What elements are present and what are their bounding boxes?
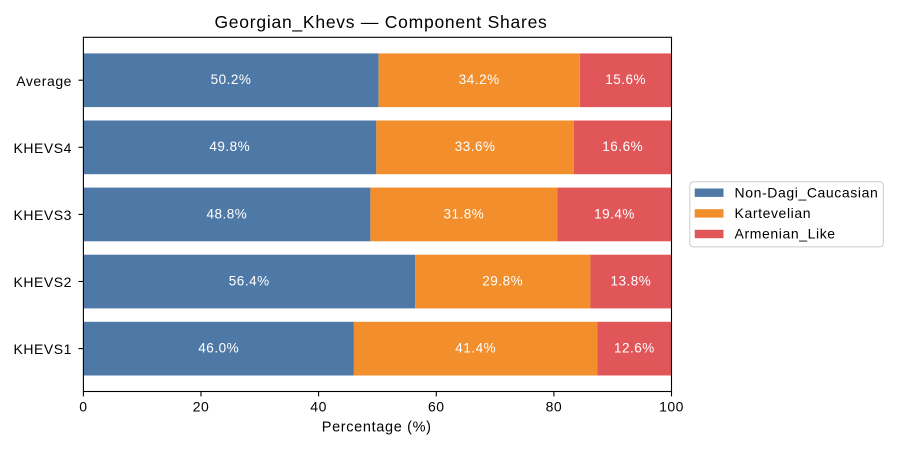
svg-text:Average: Average <box>16 73 72 89</box>
svg-text:41.4%: 41.4% <box>455 341 496 356</box>
svg-text:Armenian_Like: Armenian_Like <box>735 226 836 242</box>
svg-text:56.4%: 56.4% <box>229 273 270 288</box>
svg-text:0: 0 <box>79 399 87 415</box>
svg-text:Kartevelian: Kartevelian <box>735 205 812 221</box>
svg-text:13.8%: 13.8% <box>611 273 652 288</box>
svg-text:50.2%: 50.2% <box>211 72 252 87</box>
svg-text:33.6%: 33.6% <box>455 139 496 154</box>
svg-text:16.6%: 16.6% <box>602 139 643 154</box>
svg-text:80: 80 <box>546 399 563 415</box>
svg-text:29.8%: 29.8% <box>482 273 523 288</box>
svg-text:Percentage (%): Percentage (%) <box>322 420 432 436</box>
svg-text:KHEVS1: KHEVS1 <box>13 341 72 357</box>
svg-text:19.4%: 19.4% <box>594 206 635 221</box>
svg-text:100: 100 <box>659 399 684 415</box>
svg-text:KHEVS2: KHEVS2 <box>13 274 72 290</box>
svg-text:15.6%: 15.6% <box>605 72 646 87</box>
svg-text:KHEVS3: KHEVS3 <box>13 207 72 223</box>
svg-text:40: 40 <box>310 399 327 415</box>
svg-text:46.0%: 46.0% <box>198 341 239 356</box>
svg-text:48.8%: 48.8% <box>207 206 248 221</box>
svg-text:Non-Dagi_Caucasian: Non-Dagi_Caucasian <box>735 184 879 200</box>
svg-text:Georgian_Khevs — Component Sha: Georgian_Khevs — Component Shares <box>214 12 547 33</box>
svg-text:60: 60 <box>428 399 445 415</box>
svg-text:49.8%: 49.8% <box>209 139 250 154</box>
svg-text:34.2%: 34.2% <box>459 72 500 87</box>
svg-text:31.8%: 31.8% <box>444 206 485 221</box>
svg-text:20: 20 <box>193 399 210 415</box>
svg-text:KHEVS4: KHEVS4 <box>13 140 72 156</box>
svg-text:12.6%: 12.6% <box>614 341 655 356</box>
